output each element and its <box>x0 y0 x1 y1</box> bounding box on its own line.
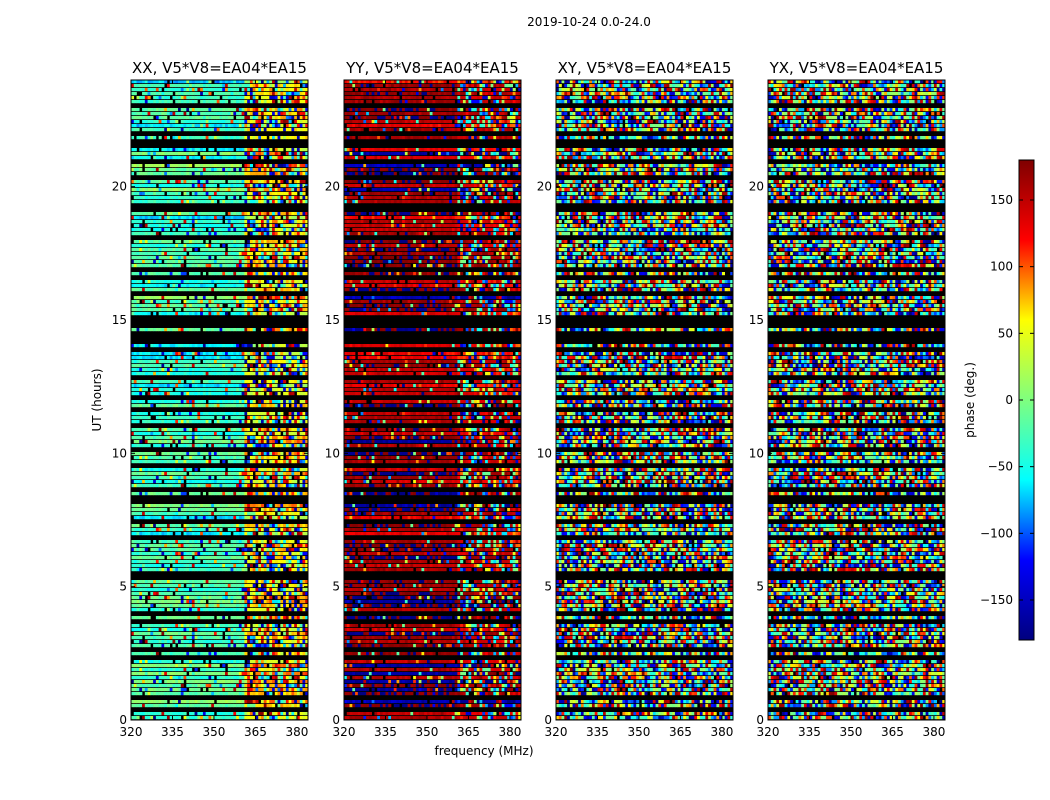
panel-yx-heatmap <box>768 80 945 720</box>
x-tick-label: 380 <box>285 725 308 739</box>
x-tick-label: 350 <box>203 725 226 739</box>
y-tick-label: 20 <box>537 180 552 194</box>
x-tick-label: 365 <box>669 725 692 739</box>
y-tick-label: 15 <box>112 313 127 327</box>
x-tick-label: 365 <box>881 725 904 739</box>
panel-xy-title: XY, V5*V8=EA04*EA15 <box>558 59 732 77</box>
x-tick-label: 365 <box>244 725 267 739</box>
panel-xx-heatmap <box>131 80 308 720</box>
colorbar-tick-label: −150 <box>980 593 1013 607</box>
y-tick-label: 5 <box>119 580 127 594</box>
x-tick-label: 320 <box>120 725 143 739</box>
y-tick-label: 15 <box>325 313 340 327</box>
x-tick-label: 350 <box>840 725 863 739</box>
y-tick-label: 20 <box>325 180 340 194</box>
x-tick-label: 350 <box>416 725 439 739</box>
panel-xy: XY, V5*V8=EA04*EA15 320 335 350 365 380 0 5 10 15… <box>537 59 734 739</box>
y-tick-label: 0 <box>756 713 764 727</box>
y-tick-label: 15 <box>749 313 764 327</box>
panel-yy-title: YY, V5*V8=EA04*EA15 <box>345 59 519 77</box>
x-tick-label: 380 <box>498 725 521 739</box>
panel-yy-frame <box>343 79 522 721</box>
colorbar: 150 100 50 0 −50 −100 −150 <box>980 159 1035 641</box>
y-tick-label: 10 <box>537 446 552 460</box>
colorbar-tick-label: −100 <box>980 526 1013 540</box>
y-tick-label: 5 <box>332 580 340 594</box>
panels-layer: XX, V5*V8=EA04*EA15 320 335 350 365 380 0 5 10 15… <box>112 59 946 739</box>
y-tick-label: 20 <box>112 180 127 194</box>
x-tick-label: 380 <box>922 725 945 739</box>
panel-xx-title: XX, V5*V8=EA04*EA15 <box>132 59 307 77</box>
x-tick-label: 335 <box>374 725 397 739</box>
y-tick-label: 10 <box>325 446 340 460</box>
panel-xx-frame <box>130 79 309 721</box>
panel-xy-frame <box>555 79 734 721</box>
x-tick-label: 320 <box>545 725 568 739</box>
y-tick-label: 20 <box>749 180 764 194</box>
panel-xy-heatmap <box>556 80 733 720</box>
panel-yy: YY, V5*V8=EA04*EA15 320 335 350 365 380 0 5 10 15… <box>325 59 522 739</box>
y-tick-label: 0 <box>544 713 552 727</box>
colorbar-tick-label: 0 <box>1005 393 1013 407</box>
colorbar-tick-label: 150 <box>990 193 1013 207</box>
y-tick-label: 10 <box>749 446 764 460</box>
x-tick-label: 335 <box>798 725 821 739</box>
y-tick-label: 0 <box>332 713 340 727</box>
colorbar-tick-label: 100 <box>990 260 1013 274</box>
y-tick-label: 15 <box>537 313 552 327</box>
panel-yx: YX, V5*V8=EA04*EA15 320 335 350 365 380 0 5 10 15… <box>749 59 946 739</box>
panel-yy-heatmap <box>344 80 521 720</box>
colorbar-tick-label: 50 <box>998 326 1013 340</box>
x-tick-label: 350 <box>628 725 651 739</box>
y-tick-label: 5 <box>756 580 764 594</box>
panel-xx: XX, V5*V8=EA04*EA15 320 335 350 365 380 0 5 10 15… <box>112 59 309 739</box>
x-tick-label: 335 <box>161 725 184 739</box>
x-tick-label: 320 <box>757 725 780 739</box>
figure-suptitle: 2019-10-24 0.0-24.0 <box>527 15 651 29</box>
x-tick-label: 365 <box>457 725 480 739</box>
colorbar-label: phase (deg.) <box>963 362 977 438</box>
x-tick-label: 335 <box>586 725 609 739</box>
y-tick-label: 0 <box>119 713 127 727</box>
y-tick-label: 5 <box>544 580 552 594</box>
y-tick-label: 10 <box>112 446 127 460</box>
colorbar-tick-label: −50 <box>988 460 1013 474</box>
y-axis-label: UT (hours) <box>90 368 104 431</box>
x-tick-label: 380 <box>710 725 733 739</box>
x-axis-label: frequency (MHz) <box>434 744 533 758</box>
panel-yx-title: YX, V5*V8=EA04*EA15 <box>769 59 944 77</box>
x-tick-label: 320 <box>333 725 356 739</box>
panel-yx-frame <box>767 79 946 721</box>
